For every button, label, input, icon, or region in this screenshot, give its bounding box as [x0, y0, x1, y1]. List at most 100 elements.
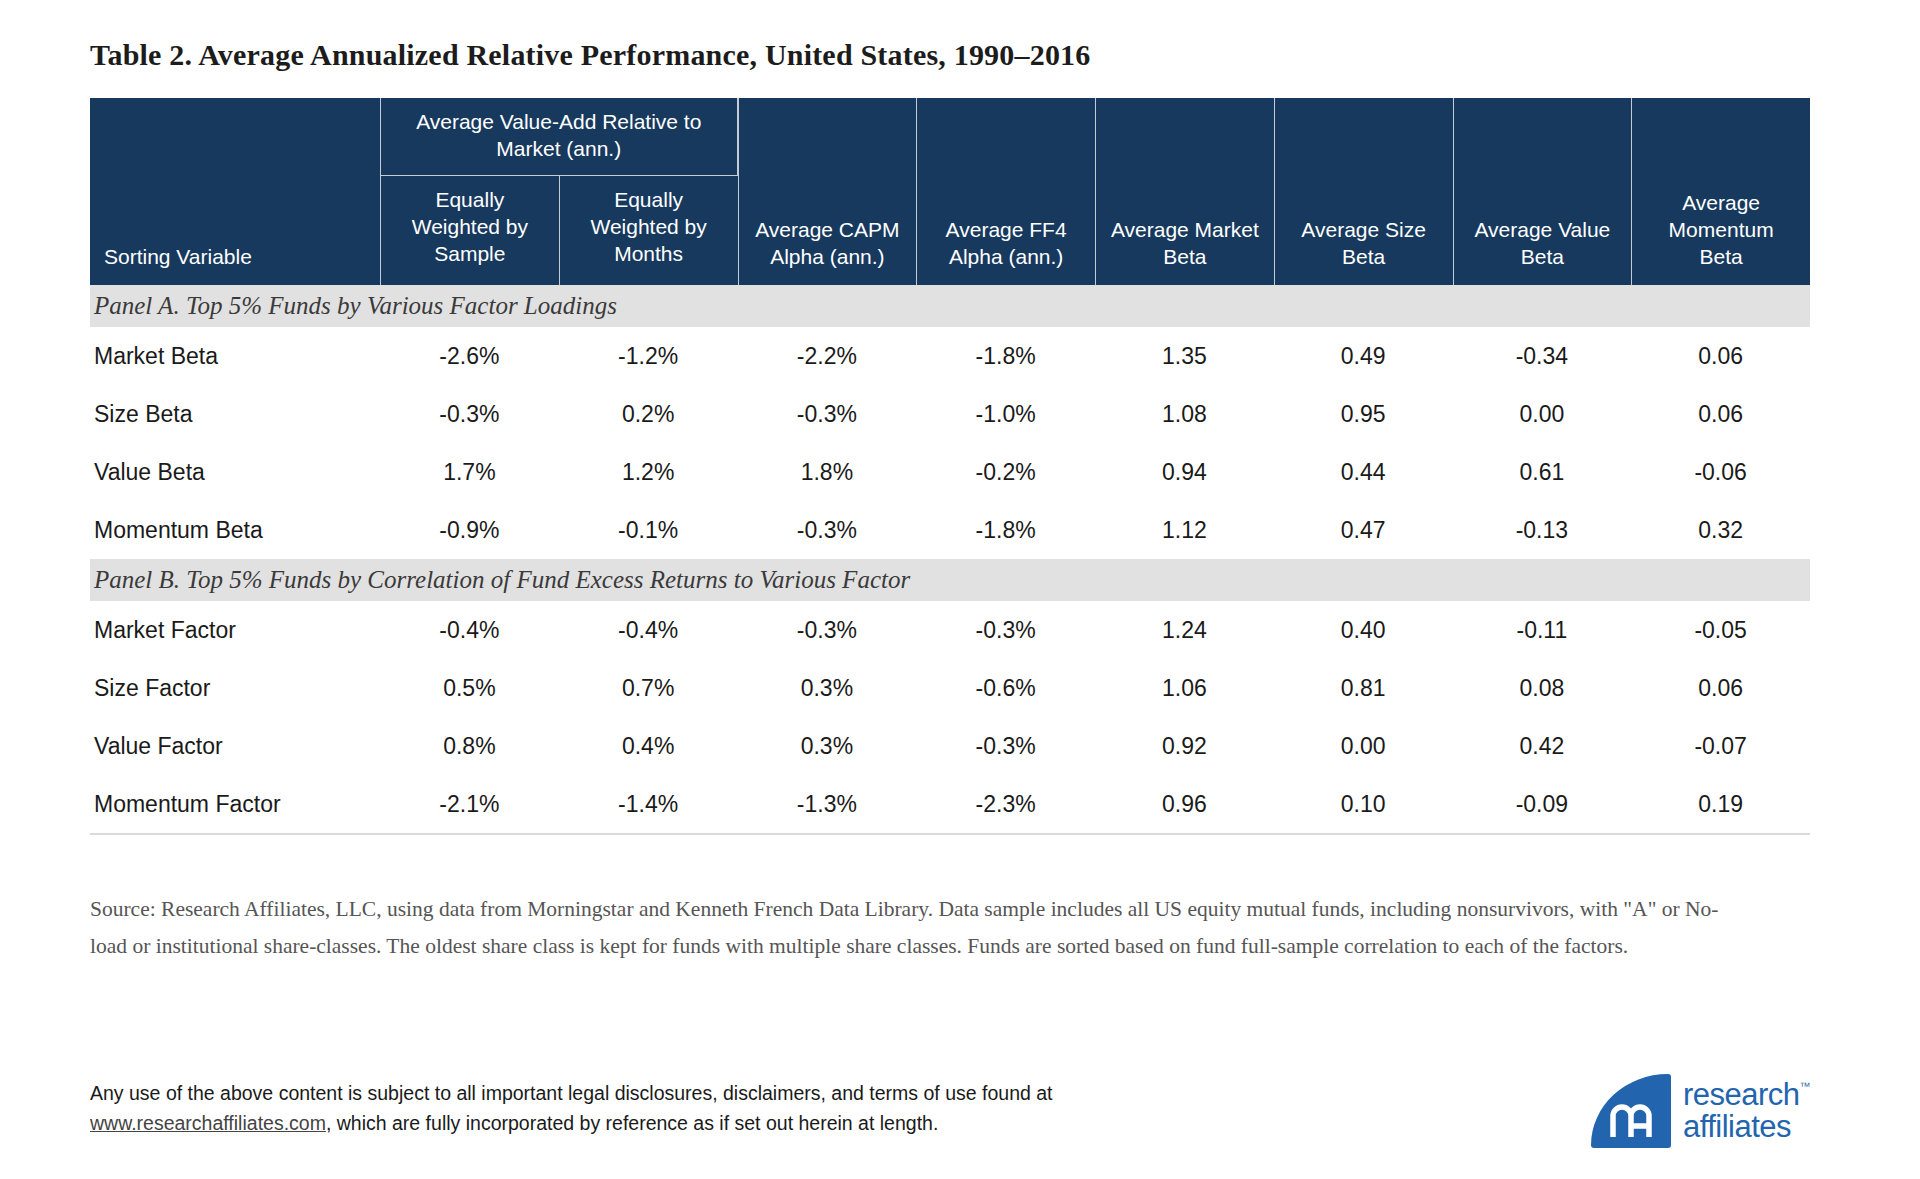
table-row: Momentum Factor -2.1% -1.4% -1.3% -2.3% … — [90, 775, 1810, 833]
cell-value: 0.06 — [1631, 675, 1810, 702]
row-label: Market Factor — [90, 617, 380, 644]
cell-value: 1.24 — [1095, 617, 1274, 644]
col-group-header-value-add: Average Value-Add Relative to Market (an… — [380, 98, 738, 176]
table-row: Value Factor 0.8% 0.4% 0.3% -0.3% 0.92 0… — [90, 717, 1810, 775]
table-row: Market Beta -2.6% -1.2% -2.2% -1.8% 1.35… — [90, 327, 1810, 385]
cell-value: 1.7% — [380, 459, 559, 486]
logo-line2: affiliates — [1683, 1109, 1791, 1144]
cell-value: 0.2% — [559, 401, 738, 428]
cell-value: -2.6% — [380, 343, 559, 370]
cell-value: -2.1% — [380, 791, 559, 818]
cell-value: 0.32 — [1631, 517, 1810, 544]
cell-value: -0.6% — [916, 675, 1095, 702]
table-row: Size Beta -0.3% 0.2% -0.3% -1.0% 1.08 0.… — [90, 385, 1810, 443]
ra-monogram-glyph — [1608, 1101, 1654, 1137]
cell-value: -0.3% — [738, 401, 917, 428]
cell-value: 0.47 — [1274, 517, 1453, 544]
row-label: Momentum Beta — [90, 517, 380, 544]
cell-value: 0.19 — [1631, 791, 1810, 818]
cell-value: 1.2% — [559, 459, 738, 486]
col-header-market-beta: Average Market Beta — [1095, 98, 1274, 285]
performance-table: Sorting Variable Average Value-Add Relat… — [90, 98, 1810, 835]
cell-value: 0.95 — [1274, 401, 1453, 428]
cell-value: 1.8% — [738, 459, 917, 486]
table-row: Momentum Beta -0.9% -0.1% -0.3% -1.8% 1.… — [90, 501, 1810, 559]
cell-value: 0.96 — [1095, 791, 1274, 818]
cell-value: -1.2% — [559, 343, 738, 370]
cell-value: 1.06 — [1095, 675, 1274, 702]
col-header-capm-alpha: Average CAPM Alpha (ann.) — [738, 98, 917, 285]
cell-value: 0.4% — [559, 733, 738, 760]
source-note: Source: Research Affiliates, LLC, using … — [90, 891, 1740, 965]
row-label: Value Factor — [90, 733, 380, 760]
cell-value: 0.92 — [1095, 733, 1274, 760]
col-header-value-beta: Average Value Beta — [1453, 98, 1632, 285]
footer: Any use of the above content is subject … — [90, 1078, 1810, 1148]
cell-value: 0.7% — [559, 675, 738, 702]
cell-value: 0.00 — [1274, 733, 1453, 760]
row-label: Momentum Factor — [90, 791, 380, 818]
cell-value: 0.49 — [1274, 343, 1453, 370]
col-header-ff4-alpha: Average FF4 Alpha (ann.) — [916, 98, 1095, 285]
cell-value: -0.09 — [1453, 791, 1632, 818]
cell-value: -1.0% — [916, 401, 1095, 428]
cell-value: -1.3% — [738, 791, 917, 818]
cell-value: -0.34 — [1453, 343, 1632, 370]
cell-value: -0.3% — [380, 401, 559, 428]
cell-value: -0.3% — [738, 617, 917, 644]
cell-value: 0.8% — [380, 733, 559, 760]
cell-value: 0.5% — [380, 675, 559, 702]
cell-value: 1.12 — [1095, 517, 1274, 544]
cell-value: -0.11 — [1453, 617, 1632, 644]
cell-value: -0.07 — [1631, 733, 1810, 760]
row-label: Market Beta — [90, 343, 380, 370]
table-row: Size Factor 0.5% 0.7% 0.3% -0.6% 1.06 0.… — [90, 659, 1810, 717]
cell-value: 0.3% — [738, 675, 917, 702]
panel-b-title: Panel B. Top 5% Funds by Correlation of … — [90, 559, 1810, 601]
cell-value: 0.42 — [1453, 733, 1632, 760]
cell-value: -0.4% — [380, 617, 559, 644]
legal-disclaimer: Any use of the above content is subject … — [90, 1078, 1120, 1138]
logo-line1: research — [1683, 1077, 1800, 1112]
cell-value: -0.3% — [738, 517, 917, 544]
cell-value: 0.61 — [1453, 459, 1632, 486]
cell-value: -0.06 — [1631, 459, 1810, 486]
cell-value: -0.4% — [559, 617, 738, 644]
cell-value: -1.8% — [916, 517, 1095, 544]
cell-value: -0.13 — [1453, 517, 1632, 544]
table-row: Value Beta 1.7% 1.2% 1.8% -0.2% 0.94 0.4… — [90, 443, 1810, 501]
row-label: Value Beta — [90, 459, 380, 486]
col-header-equally-weighted-sample: Equally Weighted by Sample — [380, 176, 559, 285]
trademark-symbol: ™ — [1800, 1080, 1811, 1092]
row-label: Size Beta — [90, 401, 380, 428]
col-header-sorting-variable: Sorting Variable — [90, 98, 380, 285]
website-link[interactable]: www.researchaffiliates.com — [90, 1112, 326, 1134]
cell-value: -1.8% — [916, 343, 1095, 370]
research-affiliates-logo: research™ affiliates — [1591, 1074, 1810, 1148]
cell-value: -0.1% — [559, 517, 738, 544]
cell-value: -0.3% — [916, 733, 1095, 760]
cell-value: 0.94 — [1095, 459, 1274, 486]
col-header-momentum-beta: Average Momentum Beta — [1631, 98, 1810, 285]
cell-value: 0.10 — [1274, 791, 1453, 818]
cell-value: 0.06 — [1631, 401, 1810, 428]
cell-value: 0.44 — [1274, 459, 1453, 486]
page: Table 2. Average Annualized Relative Per… — [0, 0, 1920, 1179]
cell-value: 0.3% — [738, 733, 917, 760]
col-header-equally-weighted-months: Equally Weighted by Months — [559, 176, 738, 285]
logo-wordmark: research™ affiliates — [1683, 1079, 1810, 1143]
legal-text-suffix: , which are fully incorporated by refere… — [326, 1112, 938, 1134]
table-row: Market Factor -0.4% -0.4% -0.3% -0.3% 1.… — [90, 601, 1810, 659]
panel-a-title: Panel A. Top 5% Funds by Various Factor … — [90, 285, 1810, 327]
cell-value: 0.06 — [1631, 343, 1810, 370]
cell-value: -0.9% — [380, 517, 559, 544]
row-label: Size Factor — [90, 675, 380, 702]
cell-value: -0.2% — [916, 459, 1095, 486]
table-title: Table 2. Average Annualized Relative Per… — [90, 38, 1810, 72]
cell-value: -0.3% — [916, 617, 1095, 644]
cell-value: -2.3% — [916, 791, 1095, 818]
cell-value: 0.00 — [1453, 401, 1632, 428]
col-header-size-beta: Average Size Beta — [1274, 98, 1453, 285]
cell-value: -2.2% — [738, 343, 917, 370]
cell-value: 1.35 — [1095, 343, 1274, 370]
